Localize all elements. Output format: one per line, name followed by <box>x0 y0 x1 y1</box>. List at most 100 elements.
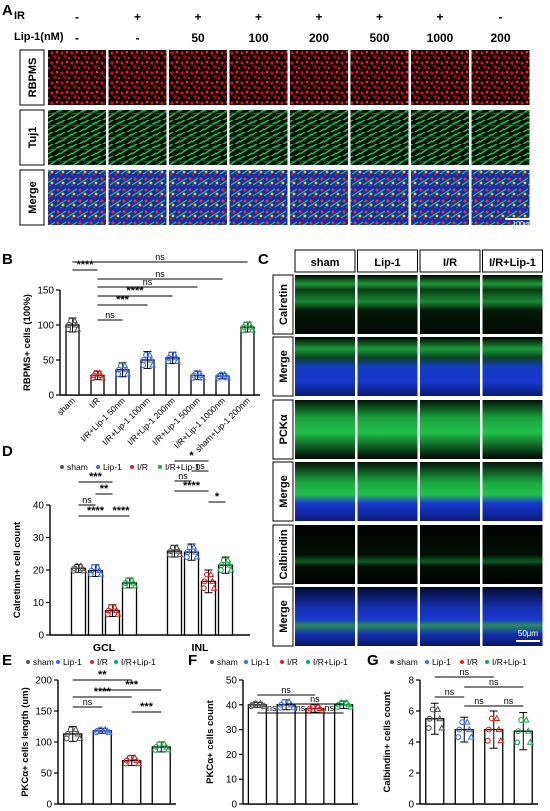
row-label-box <box>272 399 294 460</box>
ir-value: + <box>315 10 322 24</box>
bar <box>122 759 142 805</box>
sig-label: ** <box>98 669 107 681</box>
data-point <box>522 716 530 723</box>
legend-label-irlip: I/R+Lip-1 <box>121 657 156 667</box>
data-point <box>208 577 216 584</box>
micrograph-tile <box>411 170 469 225</box>
data-point <box>210 584 218 591</box>
micrograph-tile <box>295 275 355 334</box>
legend-marker <box>96 465 100 469</box>
micrograph-tile <box>108 50 167 105</box>
x-tick-label: INL <box>192 642 210 654</box>
lip-value: 1000 <box>427 31 454 45</box>
data-point <box>115 366 122 373</box>
micrograph-tile <box>357 587 418 646</box>
row-label-merge: Merge <box>27 181 39 213</box>
row-label-box <box>272 524 294 585</box>
ir-value: + <box>436 10 443 24</box>
bar <box>63 733 83 805</box>
row-label-merge: Merge <box>278 475 290 507</box>
sig-label: **** <box>112 505 130 517</box>
lip-value: 50 <box>191 31 205 45</box>
data-point <box>122 580 129 586</box>
data-point <box>131 753 139 761</box>
micrograph-tile <box>420 337 480 396</box>
micrograph-tile <box>420 587 480 646</box>
micrograph-tile <box>295 525 355 584</box>
data-point <box>518 717 525 723</box>
y-tick-label: 0 <box>46 800 52 811</box>
legend-marker <box>210 660 214 664</box>
data-point <box>90 374 97 381</box>
data-point <box>306 705 313 712</box>
data-point <box>112 606 120 614</box>
data-point <box>65 322 72 328</box>
y-tick-label: 50 <box>43 356 55 367</box>
y-tick-label: 6 <box>408 707 414 718</box>
y-tick-label: 30 <box>33 533 45 544</box>
y-tick-label: 40 <box>226 700 238 711</box>
legend-marker <box>460 660 464 664</box>
data-point <box>224 373 231 381</box>
data-point <box>71 565 78 572</box>
scale-bar-label: 50μm <box>518 629 539 638</box>
data-point <box>131 582 139 589</box>
data-point <box>128 576 136 583</box>
data-point <box>249 701 256 708</box>
row-label-merge: Merge <box>278 350 290 382</box>
micrograph-tile <box>357 275 418 334</box>
micrograph-tile <box>482 462 543 521</box>
data-point <box>201 578 208 585</box>
micrograph-tile <box>169 50 227 105</box>
data-point <box>90 372 97 379</box>
legend-label-irlip: I/R+Lip-1 <box>313 657 348 667</box>
data-point <box>162 743 170 750</box>
data-point <box>196 369 204 376</box>
data-point <box>459 719 466 726</box>
bar <box>70 567 87 636</box>
data-point <box>190 372 197 379</box>
sig-label: ns <box>155 252 165 262</box>
data-point <box>497 736 505 744</box>
data-point <box>240 327 247 333</box>
data-point <box>166 551 173 558</box>
bar <box>333 704 354 805</box>
micrograph-tile <box>471 170 530 225</box>
micrograph-tile <box>482 525 543 584</box>
data-point <box>67 726 74 733</box>
y-tick-label: 200 <box>35 676 52 687</box>
data-point <box>224 556 232 563</box>
micrograph-tile <box>471 50 530 105</box>
legend-label-ir: I/R <box>97 657 108 667</box>
sig-label: ns <box>281 685 291 695</box>
data-point <box>227 566 235 573</box>
row-label-box <box>272 336 294 397</box>
data-point <box>190 374 197 381</box>
sig-label: **** <box>183 480 201 492</box>
data-point <box>111 603 119 610</box>
column-header-box <box>482 249 543 273</box>
legend-marker <box>280 660 284 664</box>
micrograph-tile <box>350 50 409 105</box>
row-label-box <box>272 586 294 647</box>
micrograph-tile <box>295 587 355 646</box>
data-point <box>105 728 113 735</box>
data-point <box>140 357 147 363</box>
data-point <box>200 585 207 592</box>
data-point <box>199 374 206 381</box>
sig-label: ** <box>100 483 109 495</box>
micrograph-tile <box>350 110 409 165</box>
x-tick-label: GCL <box>93 642 116 654</box>
data-point <box>281 698 288 705</box>
bar <box>121 582 138 636</box>
y-tick-label: 0 <box>48 391 54 402</box>
data-point <box>167 548 174 555</box>
y-tick-label: 0 <box>38 631 44 642</box>
y-axis-label: Calretinin+ cell count <box>12 521 23 618</box>
column-header-box <box>419 249 481 273</box>
panel-label-g: G <box>367 652 379 669</box>
legend-marker <box>390 660 394 664</box>
data-point <box>173 543 181 551</box>
sig-label: ns <box>324 703 334 713</box>
